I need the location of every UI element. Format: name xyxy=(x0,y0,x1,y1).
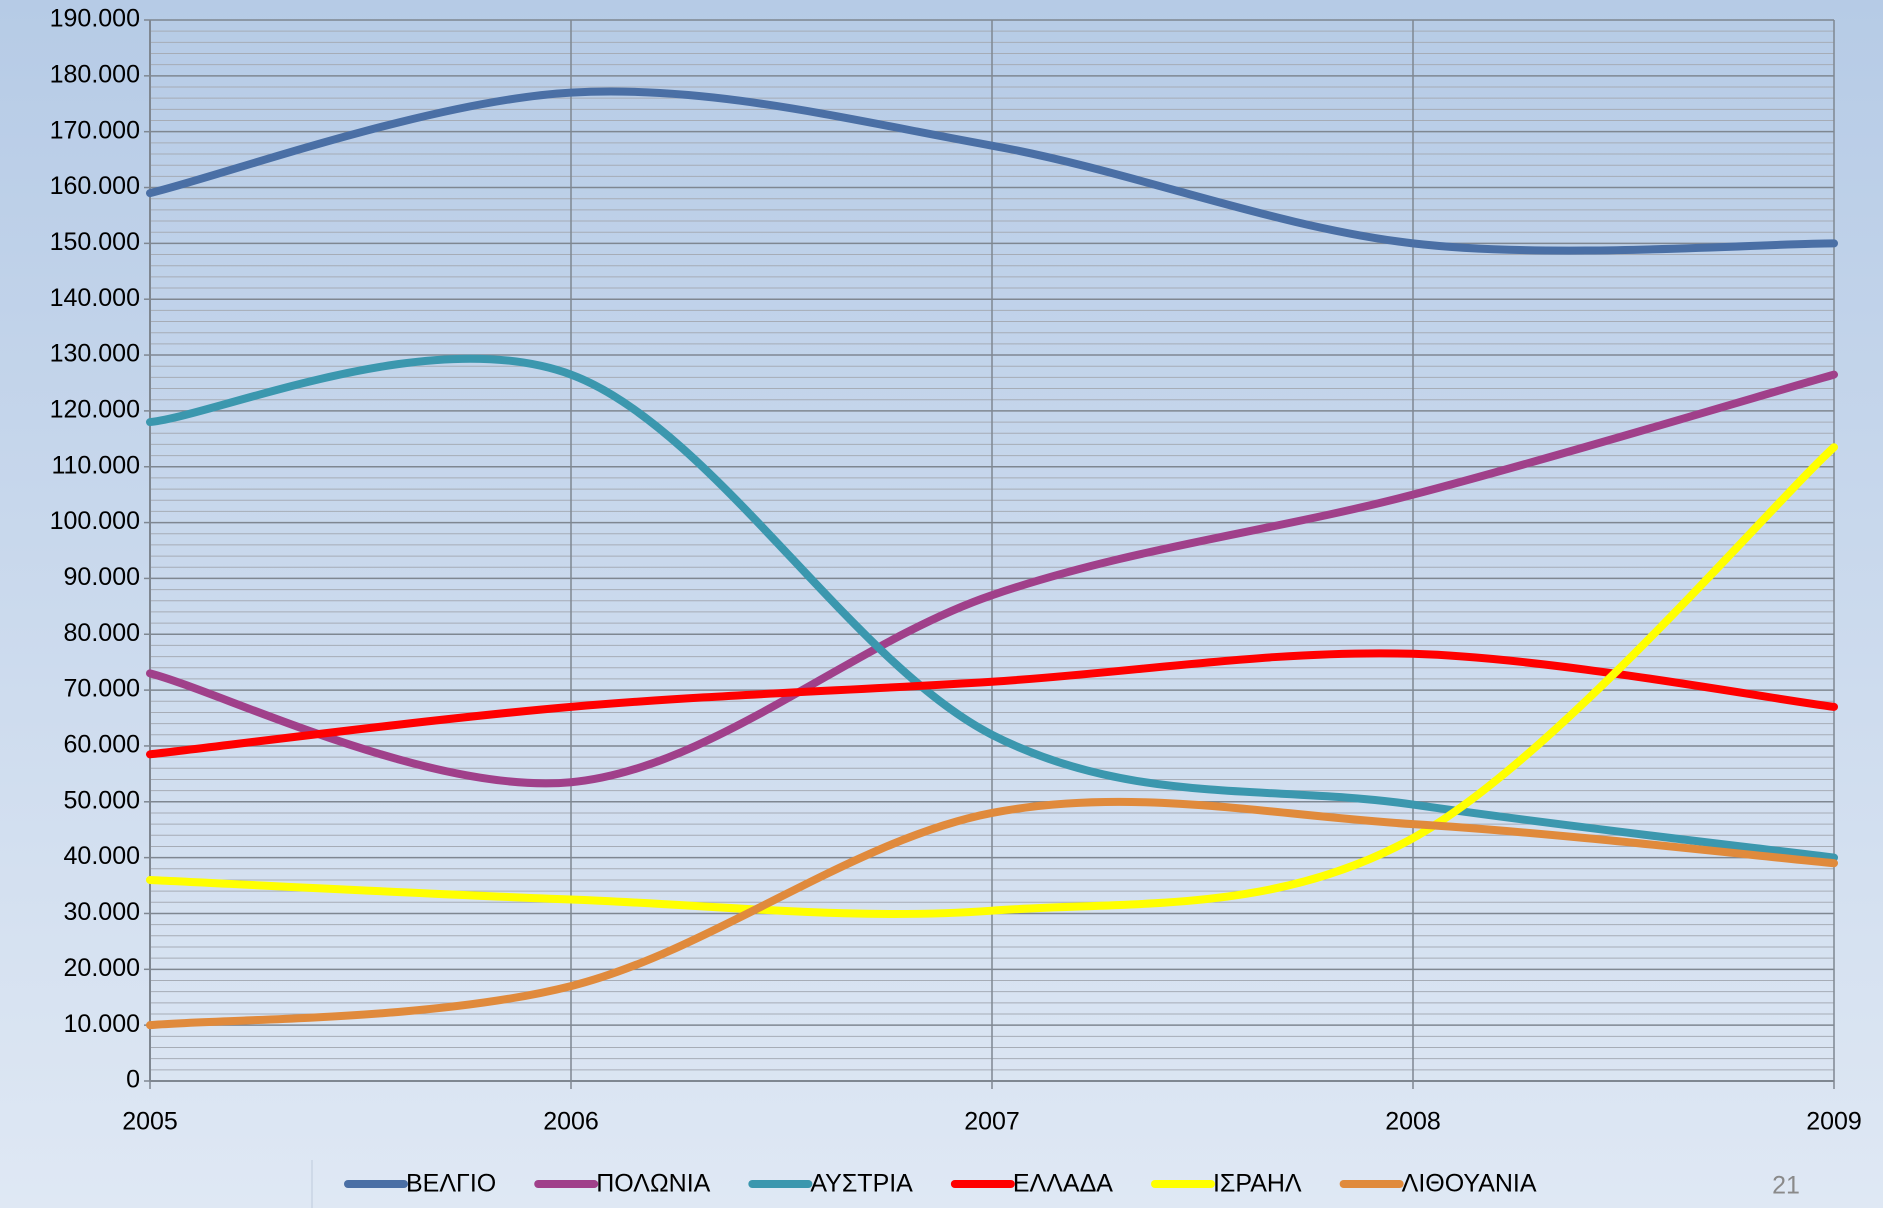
series-line xyxy=(146,443,1838,918)
y-tick-label: 50.000 xyxy=(64,786,140,814)
legend-label: ΑΥΣΤΡΙΑ xyxy=(810,1170,913,1198)
y-tick-label: 70.000 xyxy=(64,675,140,703)
page-number: 21 xyxy=(1772,1172,1800,1200)
legend-label: ΠΟΛΩΝΙΑ xyxy=(596,1170,710,1198)
y-tick-label: 80.000 xyxy=(64,619,140,647)
x-tick-label: 2009 xyxy=(1806,1108,1862,1136)
y-tick-label: 40.000 xyxy=(64,842,140,870)
y-tick-label: 100.000 xyxy=(50,507,140,535)
series-line xyxy=(146,354,1838,862)
y-tick-label: 190.000 xyxy=(50,5,140,33)
y-tick-label: 170.000 xyxy=(50,116,140,144)
y-tick-label: 130.000 xyxy=(50,340,140,368)
y-tick-label: 10.000 xyxy=(64,1010,140,1038)
y-tick-label: 90.000 xyxy=(64,563,140,591)
series-line xyxy=(146,649,1838,759)
y-tick-label: 30.000 xyxy=(64,898,140,926)
y-tick-label: 180.000 xyxy=(50,60,140,88)
x-tick-label: 2006 xyxy=(543,1108,599,1136)
legend-label: ΕΛΛΑΔΑ xyxy=(1013,1170,1113,1198)
x-tick-label: 2008 xyxy=(1385,1108,1441,1136)
y-tick-label: 0 xyxy=(126,1066,140,1094)
y-tick-label: 140.000 xyxy=(50,284,140,312)
legend-label: ΛΙΘΟΥΑΝΙΑ xyxy=(1402,1170,1537,1198)
y-tick-label: 120.000 xyxy=(50,396,140,424)
series-line xyxy=(146,370,1838,788)
y-tick-label: 150.000 xyxy=(50,228,140,256)
y-tick-label: 60.000 xyxy=(64,731,140,759)
x-tick-label: 2007 xyxy=(964,1108,1020,1136)
y-tick-label: 110.000 xyxy=(51,451,140,479)
legend-label: ΒΕΛΓΙΟ xyxy=(406,1170,496,1198)
x-tick-label: 2005 xyxy=(122,1108,178,1136)
series-line xyxy=(146,87,1838,255)
y-tick-label: 160.000 xyxy=(50,172,140,200)
series-line xyxy=(146,797,1838,1030)
legend-label: ΙΣΡΑΗΛ xyxy=(1213,1170,1302,1198)
y-tick-label: 20.000 xyxy=(64,954,140,982)
